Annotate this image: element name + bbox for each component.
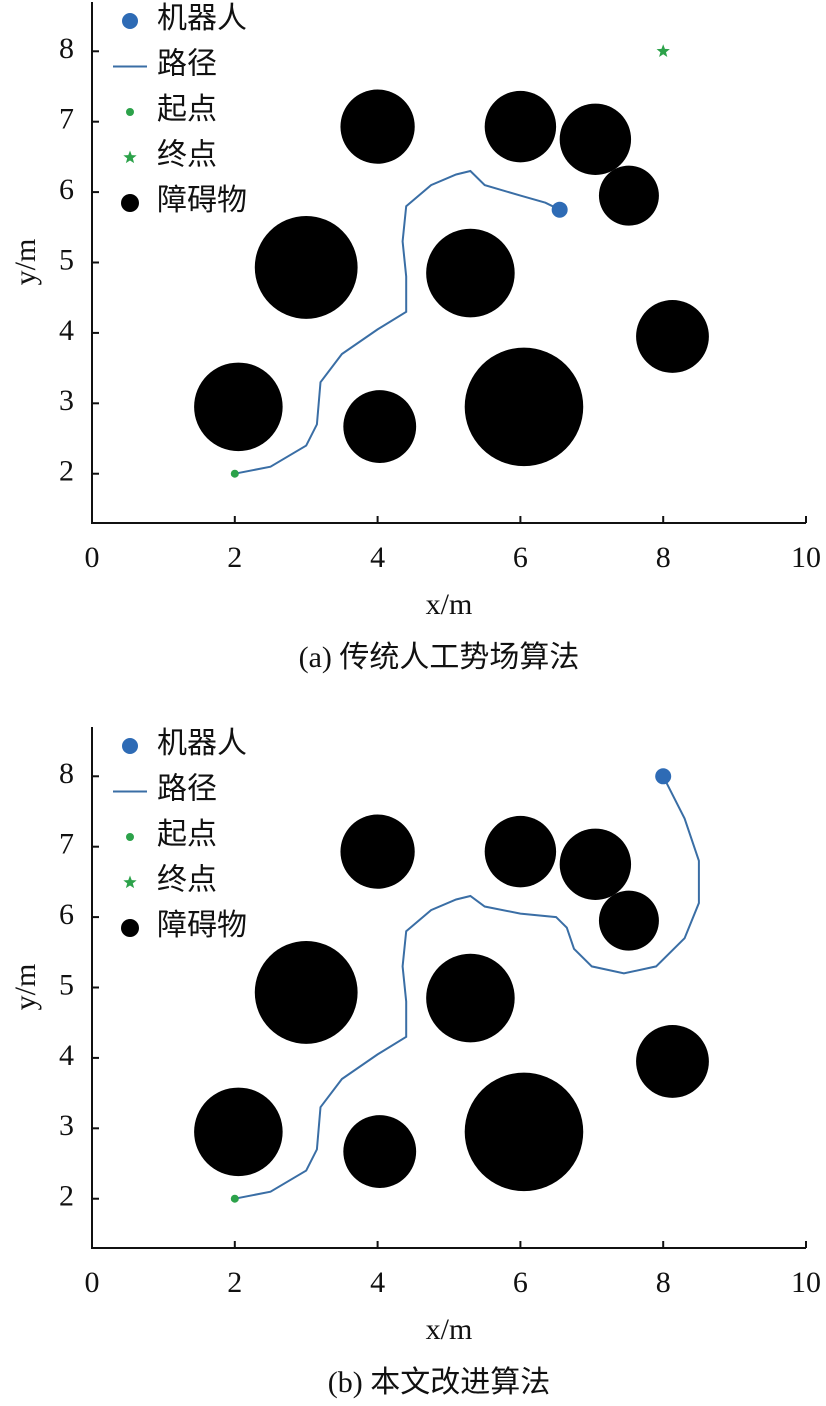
y-tick-label: 4 bbox=[59, 1039, 74, 1072]
chart: 0 2 4 6 8 10 2 3 4 5 6 7 8 x/m y/m (b) 本文改进算法 机器人路径起点终点障… bbox=[9, 727, 821, 1399]
legend-marker bbox=[122, 738, 138, 754]
obstacle bbox=[598, 165, 659, 226]
obstacle bbox=[426, 228, 515, 318]
path-line bbox=[234, 169, 561, 475]
obstacle bbox=[636, 300, 709, 373]
obstacle bbox=[559, 103, 632, 175]
x-tick-label: 0 bbox=[85, 1266, 100, 1299]
y-tick-label: 3 bbox=[59, 1109, 74, 1142]
y-tick-label: 8 bbox=[59, 32, 74, 65]
legend-label: 终点 bbox=[157, 863, 217, 896]
y-tick-label: 2 bbox=[59, 455, 74, 488]
robot-marker bbox=[551, 201, 568, 218]
y-tick-label: 7 bbox=[59, 103, 74, 136]
goal-marker bbox=[656, 44, 670, 57]
y-tick-label: 5 bbox=[59, 968, 74, 1001]
start-marker bbox=[230, 469, 239, 478]
y-tick-label: 7 bbox=[59, 828, 74, 861]
legend-marker bbox=[122, 13, 138, 29]
obstacle bbox=[559, 828, 632, 900]
y-tick-label: 8 bbox=[59, 757, 74, 790]
legend-star bbox=[123, 150, 137, 164]
x-tick-label: 0 bbox=[85, 541, 100, 574]
obstacle bbox=[598, 890, 659, 951]
obstacle bbox=[340, 89, 415, 164]
x-tick-label: 8 bbox=[656, 1266, 671, 1299]
obstacle bbox=[254, 941, 358, 1044]
legend-marker bbox=[121, 919, 139, 937]
x-tick-label: 4 bbox=[370, 541, 385, 574]
obstacle bbox=[194, 362, 283, 452]
y-axis-label: y/m bbox=[9, 964, 42, 1011]
legend-label: 起点 bbox=[157, 818, 217, 851]
legend-marker bbox=[126, 108, 134, 116]
obstacle bbox=[343, 390, 417, 463]
legend-label: 起点 bbox=[157, 93, 217, 126]
obstacle bbox=[636, 1025, 709, 1098]
y-tick-label: 3 bbox=[59, 384, 74, 417]
chart: 0 2 4 6 8 10 2 3 4 5 6 7 8 x/m y/m (a) 传统人工势场算法 机器人路径起点终… bbox=[9, 2, 821, 674]
y-tick-label: 4 bbox=[59, 314, 74, 347]
x-axis-label: x/m bbox=[426, 588, 473, 621]
legend-label: 路径 bbox=[157, 772, 217, 805]
y-tick-label: 6 bbox=[59, 898, 74, 931]
caption: (b) 本文改进算法 bbox=[328, 1366, 550, 1399]
robot-marker bbox=[655, 768, 672, 785]
obstacle bbox=[464, 1072, 584, 1192]
x-tick-label: 2 bbox=[227, 1266, 242, 1299]
x-tick-label: 6 bbox=[513, 1266, 528, 1299]
obstacle bbox=[484, 815, 557, 888]
x-tick-label: 2 bbox=[227, 541, 242, 574]
legend-label: 障碍物 bbox=[157, 184, 247, 217]
obstacle bbox=[343, 1115, 417, 1188]
obstacle bbox=[194, 1087, 283, 1177]
legend-label: 障碍物 bbox=[157, 909, 247, 942]
legend-label: 机器人 bbox=[157, 2, 247, 35]
legend-label: 机器人 bbox=[157, 727, 247, 760]
x-axis-label: x/m bbox=[426, 1313, 473, 1346]
legend-label: 路径 bbox=[157, 47, 217, 80]
y-tick-label: 5 bbox=[59, 243, 74, 276]
x-tick-label: 6 bbox=[513, 541, 528, 574]
x-tick-label: 10 bbox=[791, 1266, 821, 1299]
legend-star bbox=[123, 875, 137, 889]
start-marker bbox=[230, 1194, 239, 1203]
x-tick-label: 8 bbox=[656, 541, 671, 574]
obstacle bbox=[484, 90, 557, 163]
path-line bbox=[234, 775, 700, 1200]
obstacle bbox=[340, 814, 415, 889]
legend-marker bbox=[126, 833, 134, 841]
legend-label: 终点 bbox=[157, 138, 217, 171]
y-tick-label: 2 bbox=[59, 1180, 74, 1213]
y-tick-label: 6 bbox=[59, 173, 74, 206]
caption: (a) 传统人工势场算法 bbox=[299, 641, 580, 674]
obstacle bbox=[464, 347, 584, 467]
x-tick-label: 4 bbox=[370, 1266, 385, 1299]
x-tick-label: 10 bbox=[791, 541, 821, 574]
legend-marker bbox=[121, 194, 139, 212]
obstacle bbox=[254, 216, 358, 319]
obstacle bbox=[426, 953, 515, 1043]
y-axis-label: y/m bbox=[9, 239, 42, 286]
